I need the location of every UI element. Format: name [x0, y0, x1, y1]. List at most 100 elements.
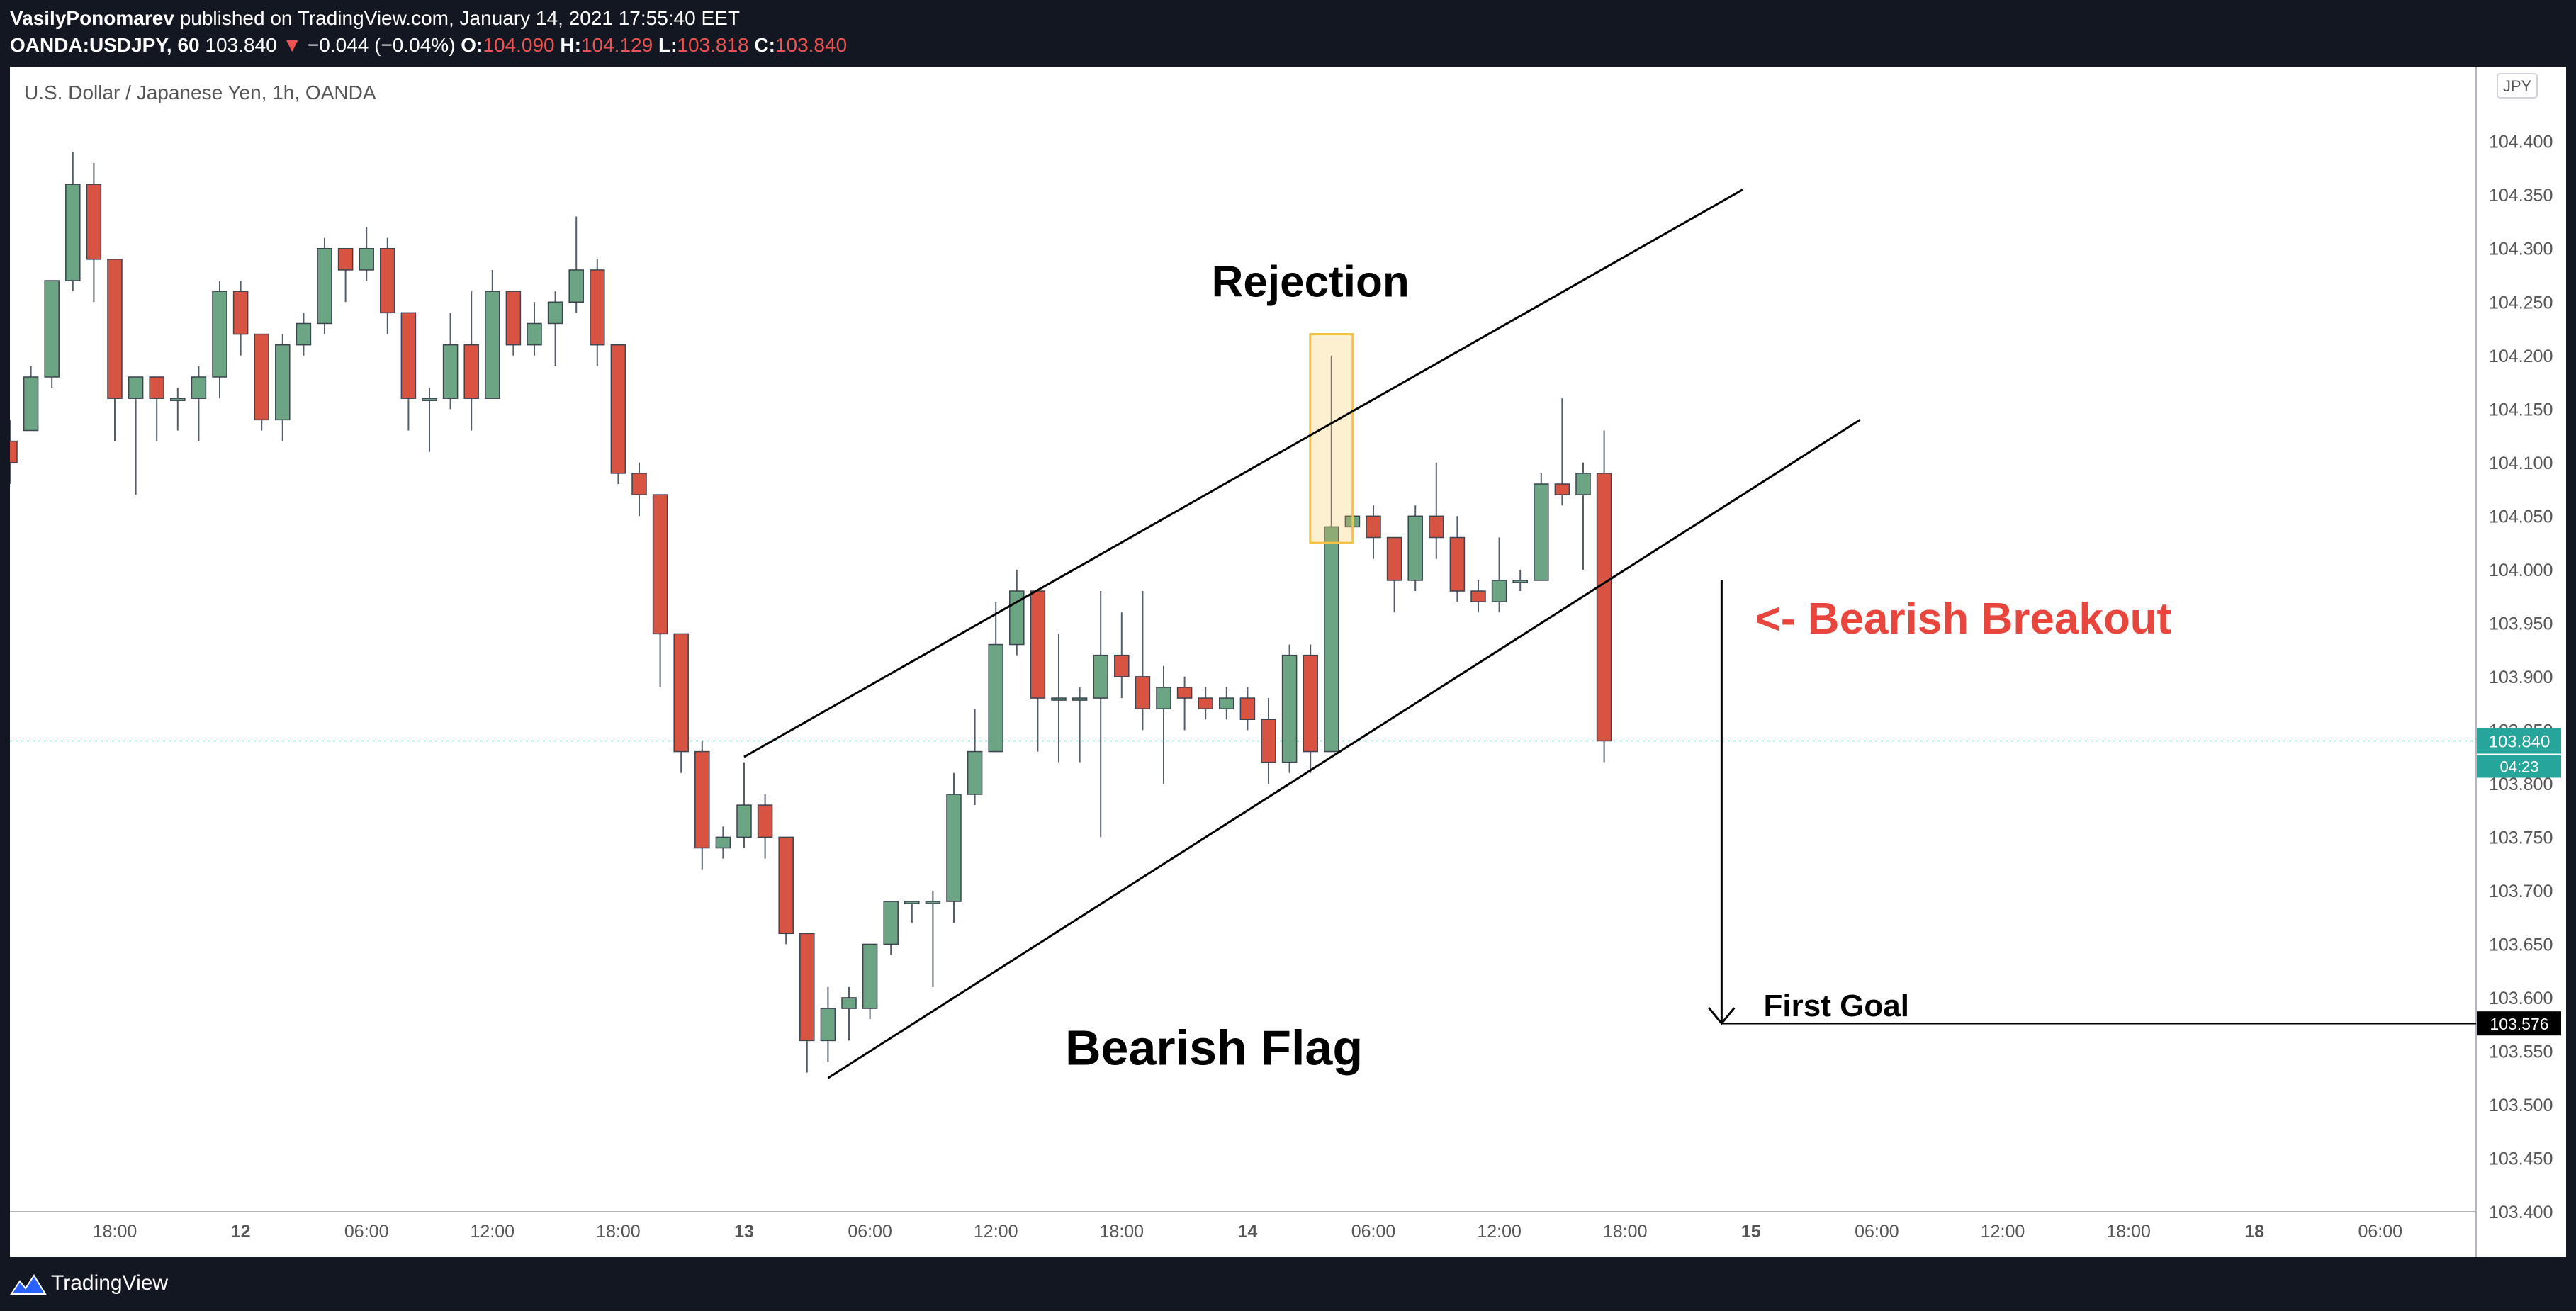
currency-badge[interactable]: JPY [2497, 73, 2538, 99]
candle-body [1303, 654, 1318, 753]
candle-body [128, 376, 144, 399]
y-tick-label: 103.900 [2489, 668, 2553, 687]
candle-body [359, 247, 374, 271]
chart-title: U.S. Dollar / Japanese Yen, 1h, OANDA [24, 81, 376, 103]
x-tick-label: 12:00 [1477, 1222, 1522, 1242]
candle-body [337, 247, 354, 271]
candle-body [1324, 526, 1339, 753]
y-tick-label: 104.300 [2489, 240, 2553, 259]
time-axis[interactable]: 18:00 12 06:00 12:00 18:00 13 06:00 12:00 18:00 1… [93, 1222, 2402, 1242]
candle-body [1386, 536, 1402, 581]
close-value: 103.840 [775, 34, 848, 56]
candle-body [212, 291, 227, 378]
y-tick-label: 103.400 [2489, 1203, 2553, 1222]
candle-body [23, 376, 39, 432]
countdown-tag-label: 04:23 [2499, 758, 2538, 775]
x-tick-label: 13 [734, 1222, 754, 1242]
candle-body [631, 473, 647, 495]
candle-body [610, 344, 626, 474]
price-tags: 103.840 04:23 103.576 [2477, 728, 2561, 1036]
channel-lower-line [827, 419, 1861, 1079]
candle-body [1051, 697, 1067, 701]
candle-body [422, 398, 437, 401]
candle-body [275, 344, 291, 421]
tradingview-brand[interactable]: TradingView [51, 1271, 169, 1295]
publication-info: VasilyPonomarev published on TradingView… [10, 7, 740, 30]
author-name[interactable]: VasilyPonomarev [10, 7, 174, 29]
last-price: 103.840 [205, 34, 277, 56]
candle-body [1512, 580, 1528, 583]
x-tick-label: 06:00 [2358, 1222, 2403, 1242]
price-chart[interactable]: U.S. Dollar / Japanese Yen, 1h, OANDA JP… [10, 67, 2566, 1257]
candle-body [400, 312, 417, 399]
y-tick-label: 103.450 [2489, 1149, 2553, 1169]
x-tick-label: 06:00 [1855, 1222, 1899, 1242]
y-tick-label: 103.600 [2489, 989, 2553, 1008]
candle-body [296, 322, 312, 346]
x-tick-label: 18:00 [2106, 1222, 2151, 1242]
x-tick-label: 15 [1741, 1222, 1761, 1242]
y-tick-label: 104.250 [2489, 293, 2553, 313]
candle-body [1176, 687, 1193, 699]
tradingview-logo-icon[interactable] [10, 1273, 47, 1297]
candle-body [1554, 483, 1570, 495]
symbol-label: OANDA:USDJPY, 60 [10, 34, 200, 56]
publication-header: VasilyPonomarev published on TradingView… [0, 0, 2576, 65]
candle-body [694, 750, 710, 849]
candle-body [967, 750, 983, 795]
candle-body [317, 247, 332, 325]
high-label: H: [560, 34, 581, 56]
footer-bar: TradingView [0, 1257, 2576, 1311]
candle-body [673, 633, 689, 753]
y-tick-label: 103.750 [2489, 828, 2553, 848]
currency-badge-label: JPY [2503, 77, 2532, 95]
y-tick-label: 104.400 [2489, 133, 2553, 152]
current-price-tag [2477, 728, 2561, 754]
candle-body [652, 494, 668, 635]
candle-body [170, 398, 186, 401]
y-tick-label: 103.650 [2489, 935, 2553, 955]
chart-area[interactable]: U.S. Dollar / Japanese Yen, 1h, OANDA JP… [10, 67, 2566, 1257]
candle-body [107, 259, 123, 399]
candle-body [380, 247, 395, 314]
price-axis[interactable]: 104.400 104.350 104.300 104.250 104.200 104.1… [2489, 133, 2553, 1222]
down-arrow-icon: ▼ [282, 34, 303, 56]
candle-body [1219, 697, 1234, 709]
goal-price-tag [2477, 1011, 2561, 1036]
candle-body [44, 280, 60, 378]
candle-body [757, 804, 773, 838]
price-change: −0.044 (−0.04%) [307, 34, 456, 56]
y-tick-label: 104.350 [2489, 186, 2553, 206]
x-tick-label: 18:00 [93, 1222, 137, 1242]
x-tick-label: 12:00 [974, 1222, 1018, 1242]
candle-body [1281, 654, 1298, 763]
y-tick-label: 103.700 [2489, 882, 2553, 901]
candle-body [232, 291, 249, 335]
candle-body [736, 804, 752, 838]
low-value: 103.818 [677, 34, 749, 56]
x-tick-label: 06:00 [1351, 1222, 1396, 1242]
candle-body [1198, 697, 1213, 709]
candle-body [65, 184, 81, 281]
candle-body [1030, 590, 1046, 699]
annotations: Rejection <- Bearish Breakout Bearish Flag… [743, 189, 2476, 1079]
goal-price-tag-label: 103.576 [2490, 1015, 2548, 1033]
candle-body [799, 933, 815, 1042]
open-label: O: [461, 34, 483, 56]
y-tick-label: 103.500 [2489, 1096, 2553, 1115]
x-tick-label: 06:00 [344, 1222, 389, 1242]
candle-body [191, 376, 207, 399]
candle-body [1114, 654, 1130, 677]
candle-body [1596, 473, 1612, 742]
bearish-flag-label: Bearish Flag [1065, 1020, 1363, 1076]
y-tick-label: 103.550 [2489, 1042, 2553, 1062]
current-price-tag-label: 103.840 [2489, 732, 2550, 751]
x-tick-label: 18:00 [1603, 1222, 1648, 1242]
candle-body [1407, 515, 1423, 581]
y-tick-label: 104.100 [2489, 454, 2553, 473]
candle-body [778, 836, 794, 935]
candle-body [1366, 515, 1381, 539]
high-value: 104.129 [580, 34, 653, 56]
candle-body [527, 322, 542, 346]
candle-body [1429, 515, 1444, 539]
